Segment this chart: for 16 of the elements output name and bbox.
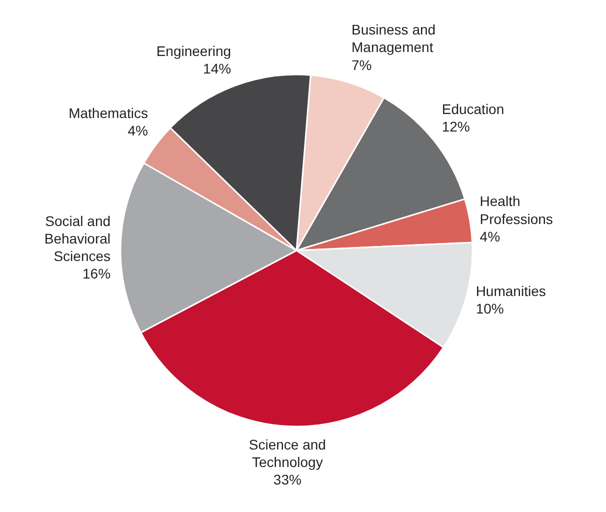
data-label: 12% <box>442 118 470 134</box>
slice-label: Education <box>442 100 504 117</box>
slice-label: Social and Behavioral Sciences <box>44 212 111 264</box>
data-label: 4% <box>128 122 148 139</box>
data-label: 4% <box>480 228 500 244</box>
slice-label: Science and Technology <box>248 436 326 470</box>
data-label: 14% <box>203 60 232 76</box>
data-label: 33% <box>273 471 302 488</box>
slice-label: Business and Management <box>352 22 436 56</box>
slice-label: Mathematics <box>68 104 148 121</box>
data-label: 10% <box>476 300 504 317</box>
slice-label: Engineering <box>156 42 232 59</box>
slice-label: Health Professions <box>480 193 553 227</box>
data-label: 7% <box>352 56 372 73</box>
slice-label: Humanities <box>476 283 546 300</box>
data-label: 16% <box>82 266 111 282</box>
